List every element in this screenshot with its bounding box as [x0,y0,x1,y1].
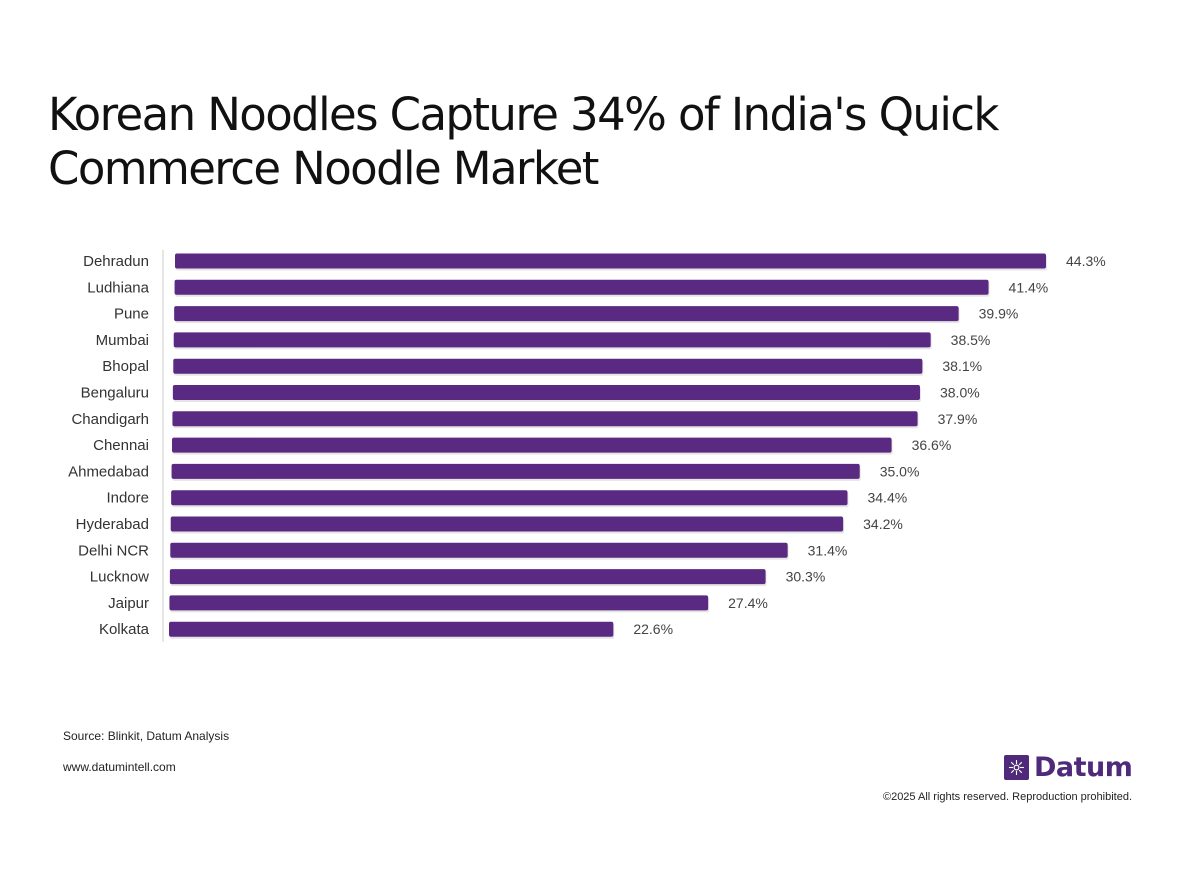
value-label: 38.0% [940,385,980,401]
value-label: 31.4% [808,542,848,558]
value-label: 37.9% [938,411,978,427]
bar-chandigarh [172,411,918,427]
bar-chennai [172,437,892,453]
value-label: 22.6% [633,621,673,637]
category-label: Indore [106,490,149,507]
value-label: 34.4% [867,490,907,506]
value-label: 30.3% [786,569,826,585]
category-label: Bhopal [102,358,149,375]
category-label: Delhi NCR [78,542,149,559]
bar-hyderabad [170,516,844,532]
bar-indore [171,490,848,506]
bar-chart: Dehradun 44.3% Ludhiana 41.4% Pune 39.9% Mumba… [68,250,1106,642]
datum-logo: Datum [1004,751,1133,783]
bar-mumbai [173,332,931,348]
value-label: 35.0% [880,463,920,479]
category-label: Pune [114,306,149,323]
bar-jaipur [169,595,709,611]
category-label: Kolkata [99,621,150,638]
category-label: Ludhiana [87,279,149,296]
value-label: 38.5% [951,332,991,348]
value-label: 27.4% [728,595,768,611]
website-link[interactable]: www.datumintell.com [63,760,176,774]
category-label: Chandigarh [71,411,149,428]
category-label: Ahmedabad [68,463,149,480]
bar-ludhiana [174,279,989,295]
bar-ahmedabad [171,463,860,479]
value-label: 39.9% [979,306,1019,322]
bar-bhopal [173,358,923,374]
bar-dehradun [175,253,1046,269]
datum-logo-icon [1004,754,1029,780]
category-label: Bengaluru [81,385,149,402]
category-label: Jaipur [108,595,149,612]
value-label: 36.6% [912,437,952,453]
bar-lucknow [169,569,766,585]
value-label: 38.1% [942,358,982,374]
bar-delhi-ncr [170,542,788,558]
value-label: 41.4% [1009,279,1049,295]
category-label: Hyderabad [76,516,149,533]
category-label: Dehradun [83,253,149,270]
logo-text: Datum [1034,751,1133,783]
chart-title: Korean Noodles Capture 34% of India's Qu… [48,88,999,195]
bar-bengaluru [172,385,920,400]
category-label: Mumbai [96,332,149,349]
source-note: Source: Blinkit, Datum Analysis [63,729,230,743]
bar-pune [174,306,959,322]
copyright-notice: ©2025 All rights reserved. Reproduction … [882,791,1132,803]
category-label: Chennai [93,437,149,454]
value-label: 44.3% [1066,253,1106,269]
value-label: 34.2% [863,516,903,532]
category-label: Lucknow [90,569,149,586]
bar-kolkata [169,621,614,637]
